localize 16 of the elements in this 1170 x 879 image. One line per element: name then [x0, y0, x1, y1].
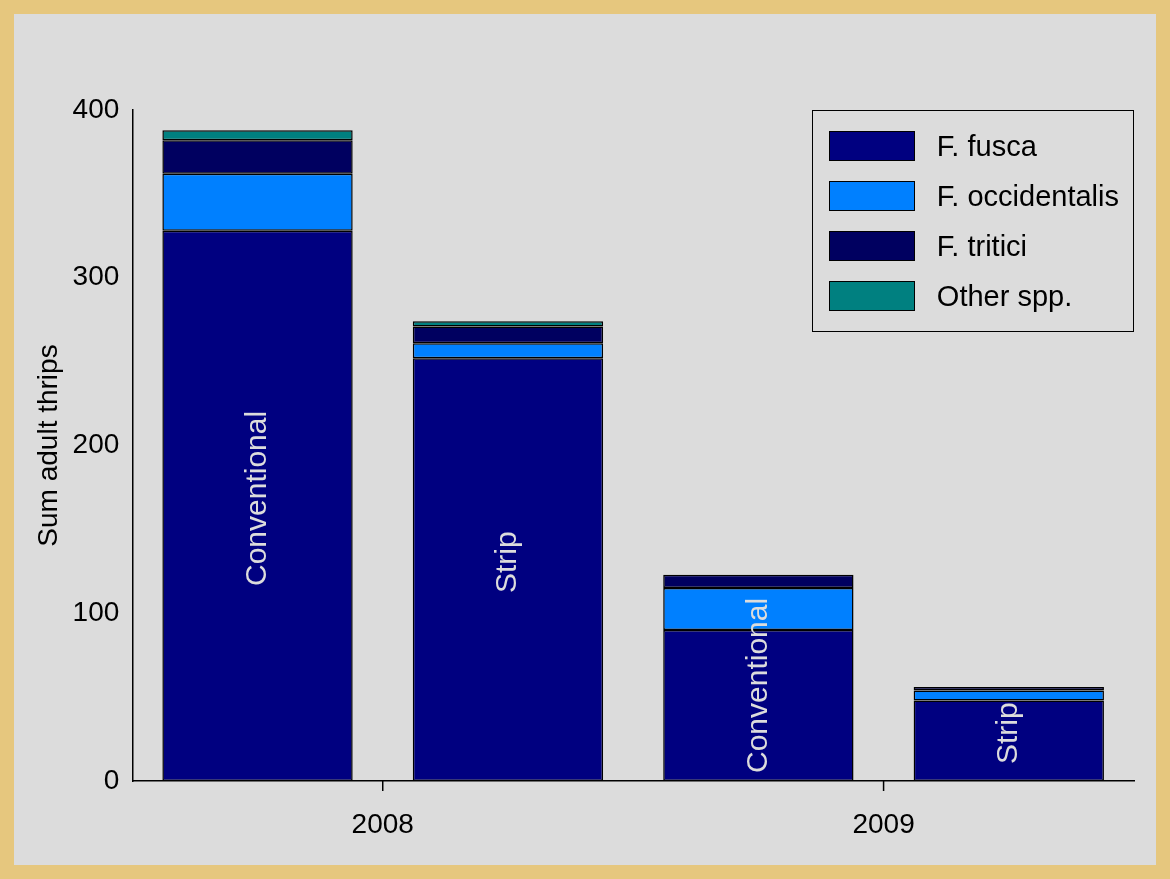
- x-tick-label: Strip: [489, 531, 523, 593]
- y-axis-title: Sum adult thrips: [31, 344, 63, 547]
- legend-label: F. occidentalis: [935, 178, 1119, 214]
- legend-label: F. fusca: [935, 128, 1038, 164]
- x-tick-label: Conventional: [739, 597, 773, 773]
- y-tick-label: 400: [72, 92, 120, 124]
- text: 2008: [351, 807, 414, 839]
- y-tick-label: 200: [72, 428, 120, 460]
- y-tick-label: 300: [72, 260, 120, 292]
- x-tick-label: Conventional: [238, 410, 272, 586]
- y-tick-label: 0: [103, 763, 120, 795]
- text: 2009: [852, 807, 915, 839]
- x-tick-label: Strip: [990, 702, 1024, 764]
- y-tick-label: 100: [72, 595, 120, 627]
- legend-label: F. tritici: [935, 228, 1029, 264]
- legend-label: Other spp.: [935, 278, 1074, 314]
